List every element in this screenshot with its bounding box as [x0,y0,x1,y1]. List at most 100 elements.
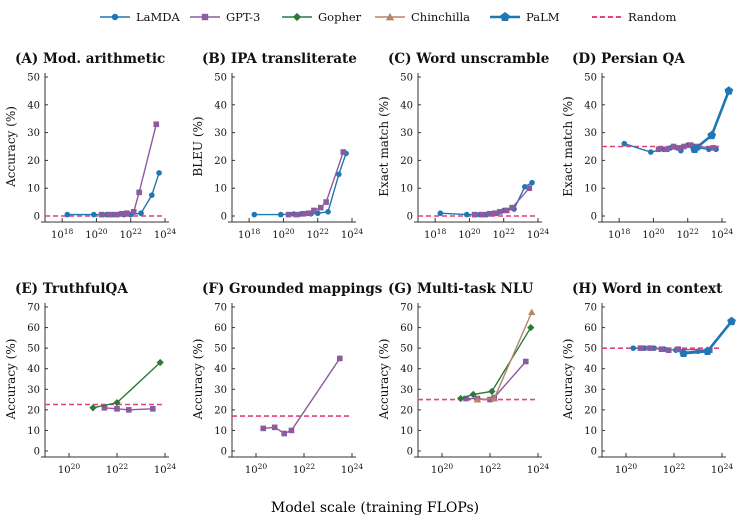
data-point [479,211,486,218]
series-lamda [251,150,349,218]
y-tick-label: 0 [34,212,40,223]
x-tick-label: 1018 [608,227,631,241]
x-tick-label: 1024 [711,227,734,241]
y-tick-label: 10 [27,184,40,195]
data-point [156,358,164,367]
y-axis-label: Accuracy (%) [4,106,18,188]
x-tick-label: 1024 [341,462,364,476]
series-line [288,151,344,216]
series-palm [679,316,736,358]
data-point [271,424,278,431]
data-point [463,211,470,218]
y-tick-label: 50 [584,344,597,355]
data-point [487,396,493,403]
y-tick-label: 20 [400,156,413,167]
data-point [300,210,307,217]
y-tick-label: 50 [27,344,40,355]
data-point [113,399,121,407]
x-tick-label: 1020 [642,227,665,241]
y-tick-label: 20 [214,405,227,416]
x-tick-label: 1024 [154,227,177,241]
legend: LaMDA GPT-3 Gopher Chinchilla PaLM Random [100,10,676,24]
y-tick-label: 70 [400,303,413,314]
y-tick-label: 40 [27,364,40,375]
x-tick-label: 1020 [431,462,454,476]
data-point [340,149,347,155]
data-point [101,405,108,411]
legend-item-lamda: LaMDA [100,10,180,24]
series-gpt-3 [471,185,533,218]
y-tick-label: 30 [27,385,40,396]
data-point [156,170,162,176]
data-point [149,192,155,198]
x-tick-label: 1020 [85,227,108,241]
y-tick-label: 30 [400,128,413,139]
y-tick-label: 0 [407,447,413,458]
x-tick-label: 1024 [527,227,550,241]
data-point [437,210,444,217]
y-tick-label: 10 [27,426,40,437]
x-tick-label: 1022 [479,462,502,476]
y-tick-label: 60 [214,323,227,334]
y-tick-label: 50 [214,344,227,355]
y-tick-label: 50 [400,344,413,355]
data-point [488,387,496,395]
series-gpt-3 [98,121,160,218]
legend-marker [292,12,302,22]
series-line [440,182,533,216]
y-tick-label: 50 [214,73,227,84]
x-tick-label: 1022 [493,227,516,241]
data-point [149,406,156,412]
series-line [92,362,161,409]
y-tick-label: 50 [400,73,413,84]
panel-title: (H) Word in context [572,281,723,297]
x-tick-label: 1022 [106,462,129,476]
data-point [724,86,734,95]
data-point [305,210,312,217]
data-point [323,199,329,205]
data-point [621,140,628,147]
y-tick-label: 20 [584,156,597,167]
y-tick-label: 70 [584,303,597,314]
panel-title: (C) Word unscramble [388,51,549,67]
series-line [693,90,731,151]
x-tick-label: 1020 [58,462,81,476]
y-axis-label: Accuracy (%) [561,339,575,421]
data-point [503,207,510,214]
data-point [497,209,503,215]
y-tick-label: 30 [214,385,227,396]
legend-item-gopher: Gopher [282,10,362,24]
y-tick-label: 70 [214,303,227,314]
legend-label: PaLM [526,10,560,24]
data-point [260,425,267,432]
series-gopher [457,323,535,403]
y-tick-label: 50 [27,73,40,84]
data-point [281,430,288,437]
data-point [325,209,331,215]
y-tick-label: 0 [591,447,597,458]
data-point [526,185,533,191]
data-point [125,407,132,413]
data-point [665,347,672,353]
data-point [710,145,717,151]
legend-marker [111,13,119,21]
y-tick-label: 20 [400,405,413,416]
x-tick-label: 1024 [341,227,364,241]
y-tick-label: 40 [27,100,40,111]
legend-label: LaMDA [136,10,180,24]
y-tick-label: 0 [221,212,227,223]
y-tick-label: 10 [214,184,227,195]
y-tick-label: 40 [584,364,597,375]
y-tick-label: 30 [584,128,597,139]
data-point [136,189,142,196]
x-tick-label: 1022 [677,227,700,241]
data-point [288,427,295,434]
series-gpt-3 [101,405,156,413]
y-tick-label: 50 [584,73,597,84]
data-point [457,394,465,403]
data-point [138,210,144,217]
data-point [114,406,120,412]
data-point [463,395,469,402]
